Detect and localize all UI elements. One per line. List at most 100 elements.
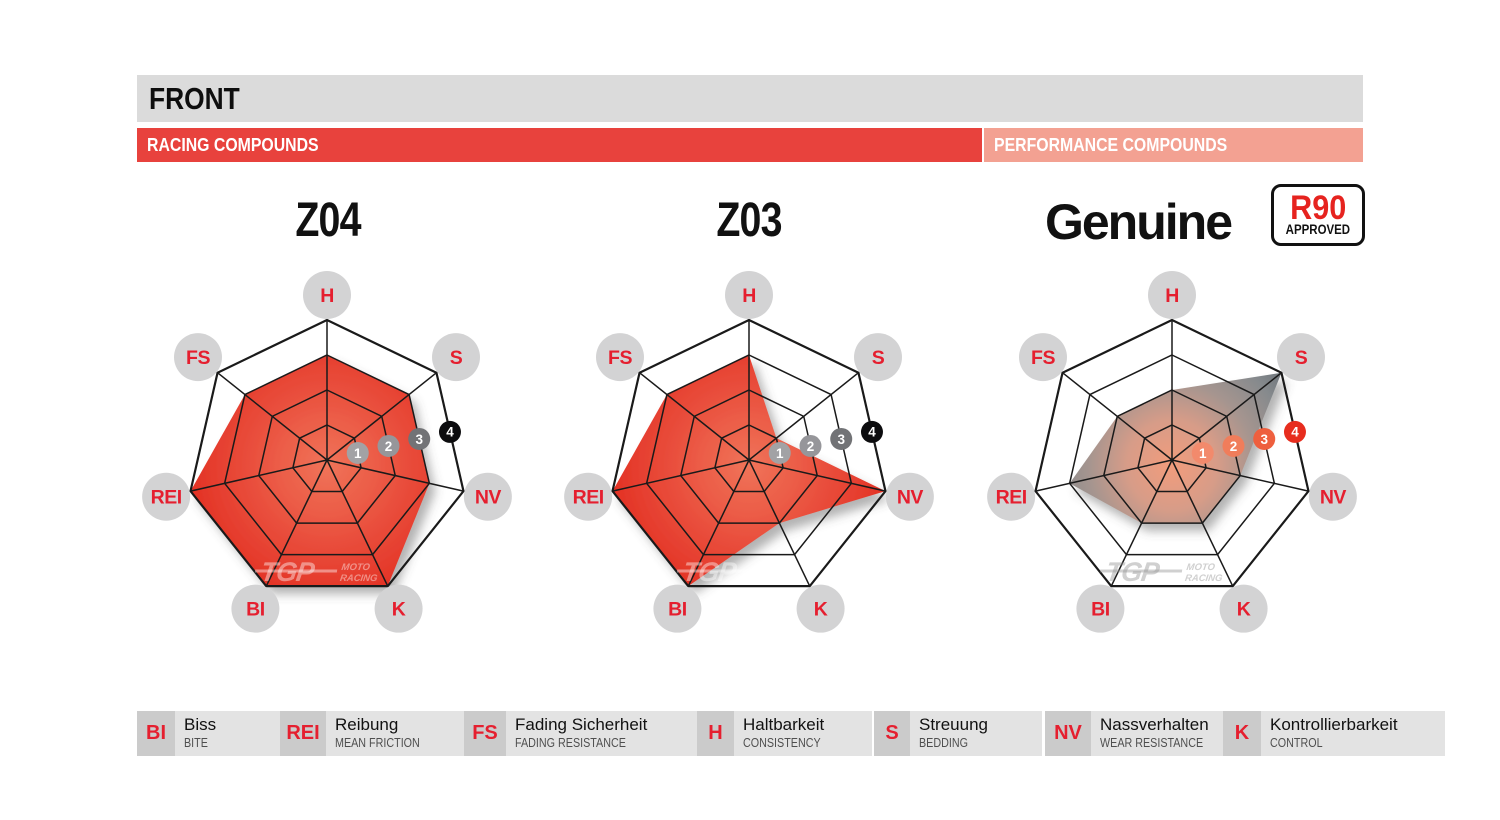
scale-marker-4 bbox=[1283, 420, 1306, 443]
chart-title-z03: Z03 bbox=[716, 194, 782, 247]
scale-marker-3 bbox=[830, 427, 853, 450]
legend-abbr-k: K bbox=[1223, 711, 1261, 756]
svg-text:RACING: RACING bbox=[339, 573, 379, 584]
r90-approved-badge: R90 APPROVED bbox=[1271, 184, 1365, 246]
legend-item-rei: REI Reibung MEAN FRICTION bbox=[280, 711, 476, 756]
legend-item-h: H Haltbarkeit CONSISTENCY bbox=[697, 711, 872, 756]
svg-text:TGP: TGP bbox=[1104, 556, 1163, 587]
svg-text:3: 3 bbox=[1260, 432, 1268, 447]
axis-label-fs: FS bbox=[186, 347, 210, 369]
svg-text:1: 1 bbox=[354, 446, 362, 461]
axis-label-k: K bbox=[814, 599, 828, 621]
legend-item-bi: BI Biss BITE bbox=[137, 711, 287, 756]
legend-abbr-fs: FS bbox=[464, 711, 506, 756]
axis-label-circle-rei bbox=[564, 472, 613, 521]
scale-markers: 1 2 3 4 bbox=[346, 420, 461, 464]
performance-compounds-label: PERFORMANCE COMPOUNDS bbox=[994, 135, 1228, 155]
page-title: FRONT bbox=[149, 81, 240, 116]
axis-label-circle-h bbox=[1148, 271, 1196, 319]
legend-desc-rei: Reibung MEAN FRICTION bbox=[326, 711, 476, 756]
svg-text:4: 4 bbox=[446, 425, 454, 440]
scale-marker-1 bbox=[768, 441, 791, 464]
radar-data-polygon bbox=[612, 355, 886, 587]
performance-compounds-band: PERFORMANCE COMPOUNDS bbox=[984, 128, 1363, 162]
axis-label-circle-bi bbox=[1076, 584, 1125, 633]
axis-label-circle-h bbox=[725, 271, 773, 319]
axis-label-fs: FS bbox=[608, 347, 632, 369]
axis-labels: H S NV K BI REI FS bbox=[142, 271, 512, 633]
axis-label-circle-fs bbox=[1018, 333, 1067, 382]
radar-data-polygon bbox=[1069, 372, 1282, 524]
svg-text:TGP: TGP bbox=[681, 556, 740, 587]
legend-item-s: S Streuung BEDDING bbox=[874, 711, 1042, 756]
legend-desc-s: Streuung BEDDING bbox=[910, 711, 1042, 756]
axis-label-circle-fs bbox=[173, 333, 222, 382]
axis-label-circle-s bbox=[432, 333, 481, 382]
axis-label-nv: NV bbox=[475, 487, 502, 509]
axis-label-circle-bi bbox=[653, 584, 702, 633]
scale-marker-2 bbox=[1222, 434, 1245, 457]
legend-desc-fs: Fading Sicherheit FADING RESISTANCE bbox=[506, 711, 698, 756]
scale-marker-4 bbox=[860, 420, 883, 443]
axis-label-circle-k bbox=[374, 584, 423, 633]
front-header-bar: FRONT bbox=[137, 75, 1363, 122]
axis-label-nv: NV bbox=[1320, 487, 1347, 509]
axis-label-bi: BI bbox=[246, 599, 265, 621]
svg-text:4: 4 bbox=[1291, 425, 1299, 440]
axis-label-k: K bbox=[392, 599, 406, 621]
axis-label-bi: BI bbox=[1091, 599, 1110, 621]
scale-markers: 1 2 3 4 bbox=[1191, 420, 1306, 464]
scale-marker-3 bbox=[1253, 427, 1276, 450]
axis-label-fs: FS bbox=[1031, 347, 1055, 369]
svg-text:TGP: TGP bbox=[259, 556, 318, 587]
svg-text:4: 4 bbox=[868, 425, 876, 440]
racing-compounds-label: RACING COMPOUNDS bbox=[147, 135, 319, 155]
racing-compounds-band: RACING COMPOUNDS bbox=[137, 128, 982, 162]
legend-item-fs: FS Fading Sicherheit FADING RESISTANCE bbox=[464, 711, 698, 756]
svg-text:1: 1 bbox=[1199, 446, 1207, 461]
axis-label-circle-s bbox=[1277, 333, 1326, 382]
axis-label-h: H bbox=[320, 285, 334, 307]
legend-desc-k: Kontrollierbarkeit CONTROL bbox=[1261, 711, 1445, 756]
legend-desc-nv: Nassverhalten WEAR RESISTANCE bbox=[1091, 711, 1241, 756]
axis-label-circle-k bbox=[1219, 584, 1268, 633]
legend-item-k: K Kontrollierbarkeit CONTROL bbox=[1223, 711, 1445, 756]
chart-title-z04: Z04 bbox=[295, 194, 361, 247]
axis-label-circle-rei bbox=[142, 472, 191, 521]
axis-label-rei: REI bbox=[996, 487, 1027, 509]
axis-label-circle-k bbox=[796, 584, 845, 633]
axis-label-circle-bi bbox=[231, 584, 280, 633]
legend-desc-bi: Biss BITE bbox=[175, 711, 287, 756]
axis-label-circle-nv bbox=[463, 472, 512, 521]
badge-approved-text: APPROVED bbox=[1285, 222, 1351, 237]
scale-marker-1 bbox=[346, 441, 369, 464]
svg-text:MOTO: MOTO bbox=[763, 562, 793, 573]
legend-item-nv: NV Nassverhalten WEAR RESISTANCE bbox=[1045, 711, 1241, 756]
axis-label-circle-nv bbox=[1308, 472, 1357, 521]
svg-text:3: 3 bbox=[837, 432, 845, 447]
axis-label-s: S bbox=[450, 347, 463, 369]
legend-abbr-rei: REI bbox=[280, 711, 326, 756]
axis-label-h: H bbox=[742, 285, 756, 307]
axis-label-circle-rei bbox=[987, 472, 1036, 521]
legend-desc-h: Haltbarkeit CONSISTENCY bbox=[734, 711, 872, 756]
axis-label-rei: REI bbox=[151, 487, 182, 509]
svg-text:MOTO: MOTO bbox=[341, 562, 371, 573]
axis-label-bi: BI bbox=[668, 599, 687, 621]
axis-label-circle-fs bbox=[595, 333, 644, 382]
axis-label-h: H bbox=[1165, 285, 1179, 307]
svg-text:2: 2 bbox=[385, 439, 393, 454]
axis-label-circle-nv bbox=[885, 472, 934, 521]
axis-label-s: S bbox=[1295, 347, 1308, 369]
radar-grid bbox=[189, 318, 465, 588]
axis-label-circle-h bbox=[303, 271, 351, 319]
axis-label-circle-s bbox=[854, 333, 903, 382]
legend-abbr-h: H bbox=[697, 711, 734, 756]
radar-data-polygon bbox=[190, 355, 430, 587]
scale-marker-2 bbox=[799, 434, 822, 457]
